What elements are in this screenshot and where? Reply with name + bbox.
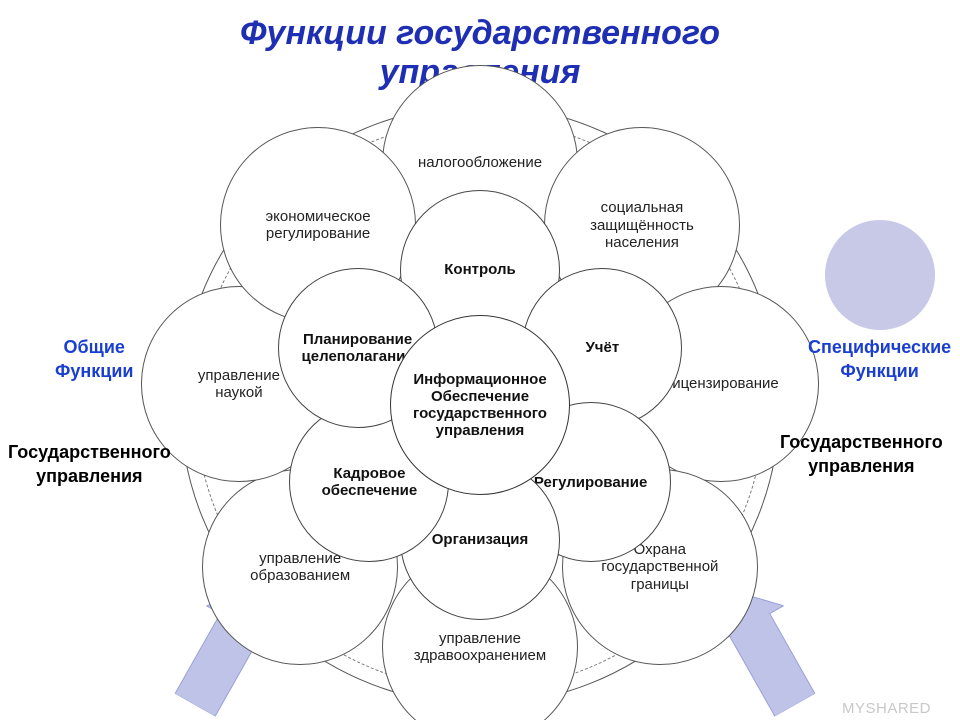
title-line1: Функции государственного (240, 14, 720, 52)
inner-petal-label: Кадровоеобеспечение (316, 459, 424, 506)
label-right-bottom: Государственногоуправления (780, 430, 943, 479)
center-node: ИнформационноеОбеспечениегосударственног… (390, 315, 570, 495)
outer-petal-label: управлениездравоохранением (408, 624, 552, 671)
outer-petal-label: социальнаязащищённостьнаселения (584, 193, 700, 257)
outer-petal-label: экономическоерегулирование (260, 202, 377, 249)
inner-petal-label: Организация (426, 525, 535, 554)
outer-petal-label: управлениенаукой (192, 361, 286, 408)
inner-petal-label: Регулирование (528, 468, 653, 497)
label-right-top-line1: Специфические (808, 335, 951, 359)
label-left-top-line1: Общие (55, 335, 133, 359)
label-left-bottom-line1: Государственного (8, 440, 171, 464)
label-right-top: СпецифическиеФункции (808, 335, 951, 384)
label-right-top-line2: Функции (808, 359, 951, 383)
label-right-bottom-line2: управления (780, 454, 943, 478)
center-node-label: ИнформационноеОбеспечениегосударственног… (407, 365, 553, 446)
decor-circle (825, 220, 935, 330)
label-left-top: ОбщиеФункции (55, 335, 133, 384)
inner-petal-label: Контроль (438, 255, 521, 284)
inner-petal-label: Учёт (579, 333, 625, 362)
watermark: MYSHARED (842, 700, 931, 717)
label-left-bottom: Государственногоуправления (8, 440, 171, 489)
outer-petal-label: налогообложение (412, 148, 548, 177)
label-right-bottom-line1: Государственного (780, 430, 943, 454)
label-left-bottom-line2: управления (8, 464, 171, 488)
label-left-top-line2: Функции (55, 359, 133, 383)
